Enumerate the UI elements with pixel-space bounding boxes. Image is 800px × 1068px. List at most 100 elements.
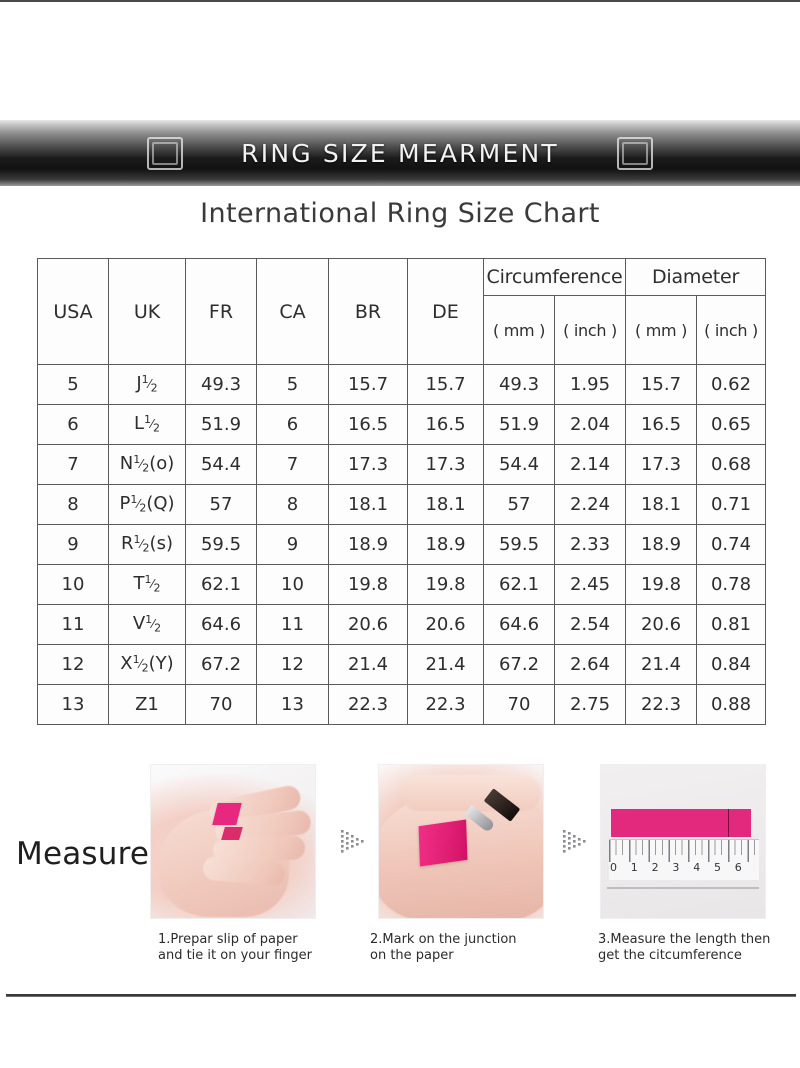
cell-circumference-inch: 2.24 <box>553 484 627 525</box>
cell-diameter-inch: 0.62 <box>696 364 767 405</box>
cell-br: 16.5 <box>328 404 408 445</box>
cell-diameter-inch: 0.74 <box>696 524 767 565</box>
cell-uk: R1⁄2(s) <box>108 524 186 565</box>
column-group-header-diameter: Diameter <box>625 258 767 296</box>
column-header-circumference-inch: ( inch ) <box>553 295 627 365</box>
top-whitespace <box>0 2 800 120</box>
cell-diameter-inch: 0.81 <box>696 604 767 645</box>
table-row: 5 J1⁄2 49.3 5 15.7 15.7 49.3 1.95 15.7 0.62 <box>37 364 767 405</box>
cell-circumference-inch: 2.33 <box>553 524 627 565</box>
cell-circumference-inch: 1.95 <box>553 364 627 405</box>
ruler-tick-label: 2 <box>651 861 659 874</box>
cell-diameter-mm: 19.8 <box>625 564 698 605</box>
cell-br: 21.4 <box>328 644 408 685</box>
cell-uk: T1⁄2 <box>108 564 186 605</box>
cell-de: 20.6 <box>407 604 484 645</box>
cell-br: 17.3 <box>328 444 408 485</box>
page-title: International Ring Size Chart <box>200 198 600 229</box>
cell-br: 18.9 <box>328 524 408 565</box>
cell-ca: 12 <box>256 644 329 685</box>
pink-paper-strip-end <box>221 827 243 840</box>
column-header-fr: FR <box>185 258 257 365</box>
ruler-tick-label: 0 <box>610 861 617 874</box>
column-header-circumference-mm: ( mm ) <box>483 295 555 365</box>
cell-br: 19.8 <box>328 564 408 605</box>
table-row: 7 N1⁄2(o) 54.4 7 17.3 17.3 54.4 2.14 17.3 0.68 <box>37 444 767 485</box>
header-banner: RING SIZE MEARMENT <box>0 120 800 186</box>
cell-usa: 11 <box>37 604 109 645</box>
cell-diameter-inch: 0.68 <box>696 444 767 485</box>
cell-fr: 64.6 <box>185 604 257 645</box>
measure-step-1-caption: 1.Prepar slip of paper and tie it on you… <box>158 932 312 963</box>
cell-fr: 57 <box>185 484 257 525</box>
table-row: 11 V1⁄2 64.6 11 20.6 20.6 64.6 2.54 20.6 0.81 <box>37 604 767 645</box>
column-header-uk: UK <box>108 258 186 365</box>
cell-circumference-mm: 70 <box>483 684 555 725</box>
ruler-tick-label: 3 <box>672 861 680 874</box>
cell-fr: 70 <box>185 684 257 725</box>
cell-circumference-mm: 51.9 <box>483 404 555 445</box>
cell-de: 17.3 <box>407 444 484 485</box>
pink-paper-strip <box>418 819 468 867</box>
cell-ca: 13 <box>256 684 329 725</box>
cell-diameter-mm: 22.3 <box>625 684 698 725</box>
cell-usa: 7 <box>37 444 109 485</box>
cell-uk: Z1 <box>108 684 186 725</box>
cell-de: 16.5 <box>407 404 484 445</box>
ring-size-table-wrapper: USA UK FR CA BR DE Circumference Diamete… <box>37 258 767 725</box>
ruler-tick-label: 4 <box>693 861 701 874</box>
measure-steps: 1.Prepar slip of paper and tie it on you… <box>150 764 780 979</box>
table-header-row-units: ( mm ) ( inch ) ( mm ) ( inch ) <box>38 295 767 365</box>
cell-diameter-mm: 18.1 <box>625 484 698 525</box>
dotted-arrow-right-icon-2 <box>562 826 588 860</box>
cell-br: 15.7 <box>328 364 408 405</box>
ruler-tick-label: 1 <box>630 861 638 874</box>
measure-section-label: Measure <box>16 836 150 872</box>
table-row: 13 Z1 70 13 22.3 22.3 70 2.75 22.3 0.88 <box>37 684 767 725</box>
table-body: 5 J1⁄2 49.3 5 15.7 15.7 49.3 1.95 15.7 0.62 6 L1⁄2 5… <box>37 364 767 725</box>
cell-de: 22.3 <box>407 684 484 725</box>
column-header-usa: USA <box>37 258 109 365</box>
cell-br: 22.3 <box>328 684 408 725</box>
cell-br: 20.6 <box>328 604 408 645</box>
cell-uk: V1⁄2 <box>108 604 186 645</box>
table-row: 8 P1⁄2(Q) 57 8 18.1 18.1 57 2.24 18.1 0.71 <box>37 484 767 525</box>
cell-usa: 9 <box>37 524 109 565</box>
cell-ca: 9 <box>256 524 329 565</box>
column-header-diameter-mm: ( mm ) <box>625 295 698 365</box>
cell-diameter-inch: 0.65 <box>696 404 767 445</box>
cell-diameter-mm: 17.3 <box>625 444 698 485</box>
square-outline-icon-right <box>616 136 653 170</box>
cell-usa: 5 <box>37 364 109 405</box>
column-header-diameter-inch: ( inch ) <box>696 295 767 365</box>
measure-step-2: 2.Mark on the junction on the paper <box>370 764 548 963</box>
cell-uk: L1⁄2 <box>108 404 186 445</box>
column-group-header-circumference: Circumference <box>482 258 627 296</box>
ruler-tick-label: 6 <box>734 861 742 874</box>
cell-uk: N1⁄2(o) <box>108 444 186 485</box>
measure-step-1: 1.Prepar slip of paper and tie it on you… <box>150 764 320 963</box>
pen-mark-line <box>727 809 729 837</box>
cell-circumference-mm: 57 <box>483 484 555 525</box>
cell-de: 21.4 <box>407 644 484 685</box>
cell-circumference-inch: 2.04 <box>553 404 627 445</box>
bottom-divider <box>6 994 796 997</box>
cell-de: 15.7 <box>407 364 484 405</box>
ruler-tick-label: 5 <box>713 861 721 874</box>
cell-circumference-mm: 59.5 <box>483 524 555 565</box>
cell-fr: 49.3 <box>185 364 257 405</box>
cell-ca: 6 <box>256 404 329 445</box>
cell-circumference-mm: 64.6 <box>483 604 555 645</box>
cell-diameter-inch: 0.88 <box>696 684 767 725</box>
cell-ca: 8 <box>256 484 329 525</box>
cell-br: 18.1 <box>328 484 408 525</box>
cell-uk: J1⁄2 <box>108 364 186 405</box>
cell-circumference-mm: 67.2 <box>483 644 555 685</box>
cell-circumference-mm: 54.4 <box>483 444 555 485</box>
cell-circumference-inch: 2.75 <box>553 684 627 725</box>
